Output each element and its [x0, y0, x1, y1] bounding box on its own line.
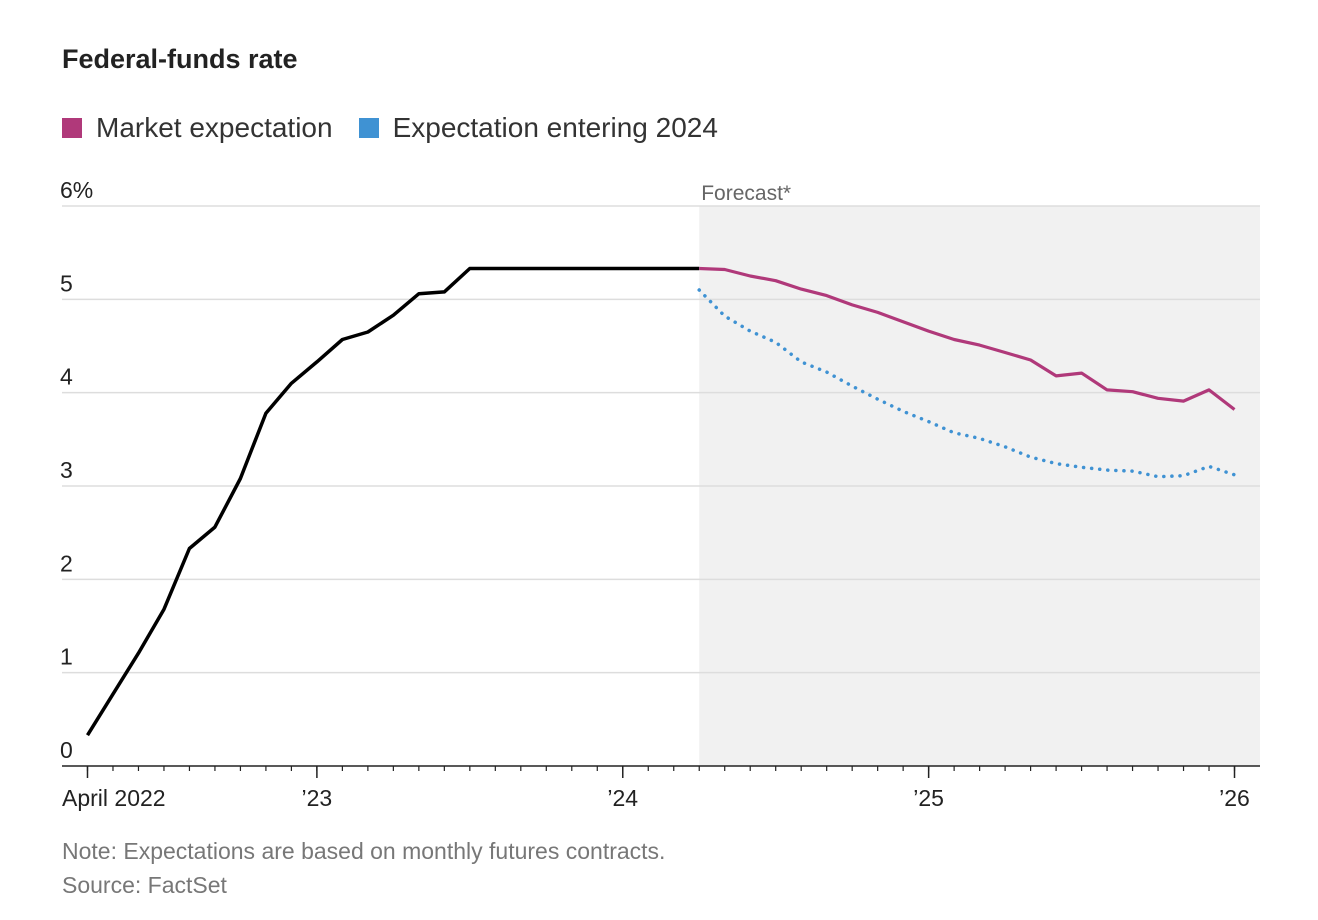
y-tick-label: 2 [60, 550, 73, 576]
y-tick-label: 5 [60, 270, 73, 296]
legend-label-prior: Expectation entering 2024 [392, 112, 718, 143]
chart-title: Federal-funds rate [62, 44, 298, 74]
x-tick-label: ’26 [1219, 785, 1250, 811]
note-text: Note: Expectations are based on monthly … [62, 838, 666, 864]
x-tick-label: ’25 [913, 785, 944, 811]
x-tick-label: ’24 [607, 785, 638, 811]
legend-item-market: Market expectation [62, 112, 333, 144]
legend: Market expectation Expectation entering … [62, 112, 744, 144]
legend-swatch-market [62, 118, 82, 138]
legend-item-prior: Expectation entering 2024 [358, 112, 718, 144]
y-tick-label: 6% [60, 177, 93, 203]
y-tick-label: 0 [60, 737, 73, 763]
series-line-actual [86, 266, 700, 737]
y-tick-label: 3 [60, 457, 73, 483]
series-line-prior [697, 288, 1237, 479]
forecast-label: Forecast* [701, 182, 791, 205]
y-tick-label: 1 [60, 644, 73, 670]
source-text: Source: FactSet [62, 872, 227, 898]
x-tick-label: April 2022 [62, 785, 166, 811]
x-tick-label: ’23 [302, 785, 333, 811]
y-tick-label: 4 [60, 364, 73, 390]
series-line-market [699, 266, 1236, 411]
legend-label-market: Market expectation [96, 112, 333, 143]
legend-swatch-prior [358, 118, 379, 138]
